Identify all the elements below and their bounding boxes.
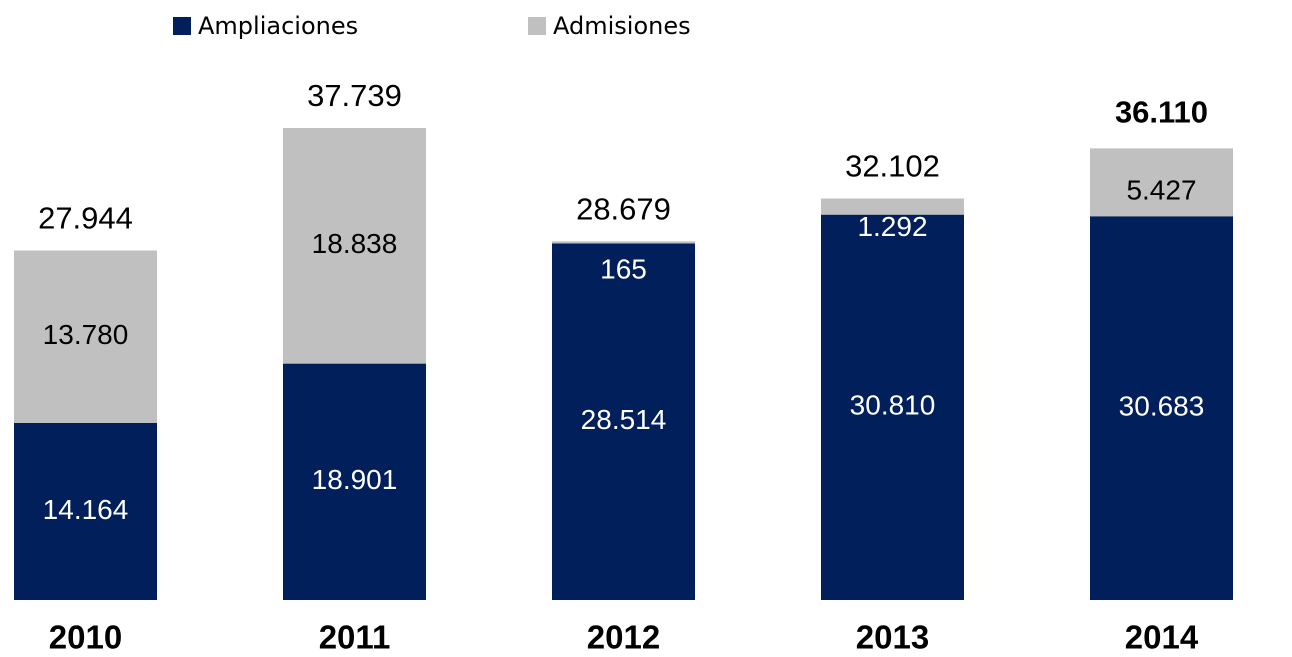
bar-segment [14, 422, 157, 600]
bar-segment [14, 250, 157, 423]
total-label: 37.739 [307, 78, 402, 113]
total-label: 27.944 [38, 201, 133, 236]
value-label: 18.838 [312, 228, 398, 259]
value-label: 30.810 [850, 390, 936, 421]
total-label: 36.110 [1115, 95, 1208, 130]
bar-segment [821, 214, 964, 600]
total-label: 28.679 [576, 192, 671, 227]
bar-segment [1090, 216, 1233, 600]
x-tick-label: 2014 [1125, 619, 1199, 656]
value-label: 18.901 [312, 464, 398, 495]
bar-segment [283, 128, 426, 364]
value-label: 1.292 [857, 211, 927, 242]
bar-segment [283, 363, 426, 600]
total-label: 32.102 [845, 149, 940, 184]
value-label: 30.683 [1119, 391, 1205, 422]
value-label: 14.164 [43, 494, 129, 525]
x-tick-label: 2012 [587, 619, 660, 656]
legend-label: Admisiones [553, 12, 691, 40]
value-label: 13.780 [43, 319, 129, 350]
legend-label: Ampliaciones [198, 12, 358, 40]
x-tick-label: 2011 [319, 619, 391, 656]
legend-swatch [173, 17, 191, 35]
x-tick-label: 2010 [49, 619, 122, 656]
bar-segment [552, 241, 695, 244]
legend-swatch [528, 17, 546, 35]
bar-segment [1090, 148, 1233, 217]
bar-segment [552, 243, 695, 601]
value-label: 28.514 [581, 404, 667, 435]
value-label: 5.427 [1126, 175, 1196, 206]
value-label: 165 [600, 254, 647, 285]
bar-segment [821, 198, 964, 215]
x-tick-label: 2013 [856, 619, 929, 656]
